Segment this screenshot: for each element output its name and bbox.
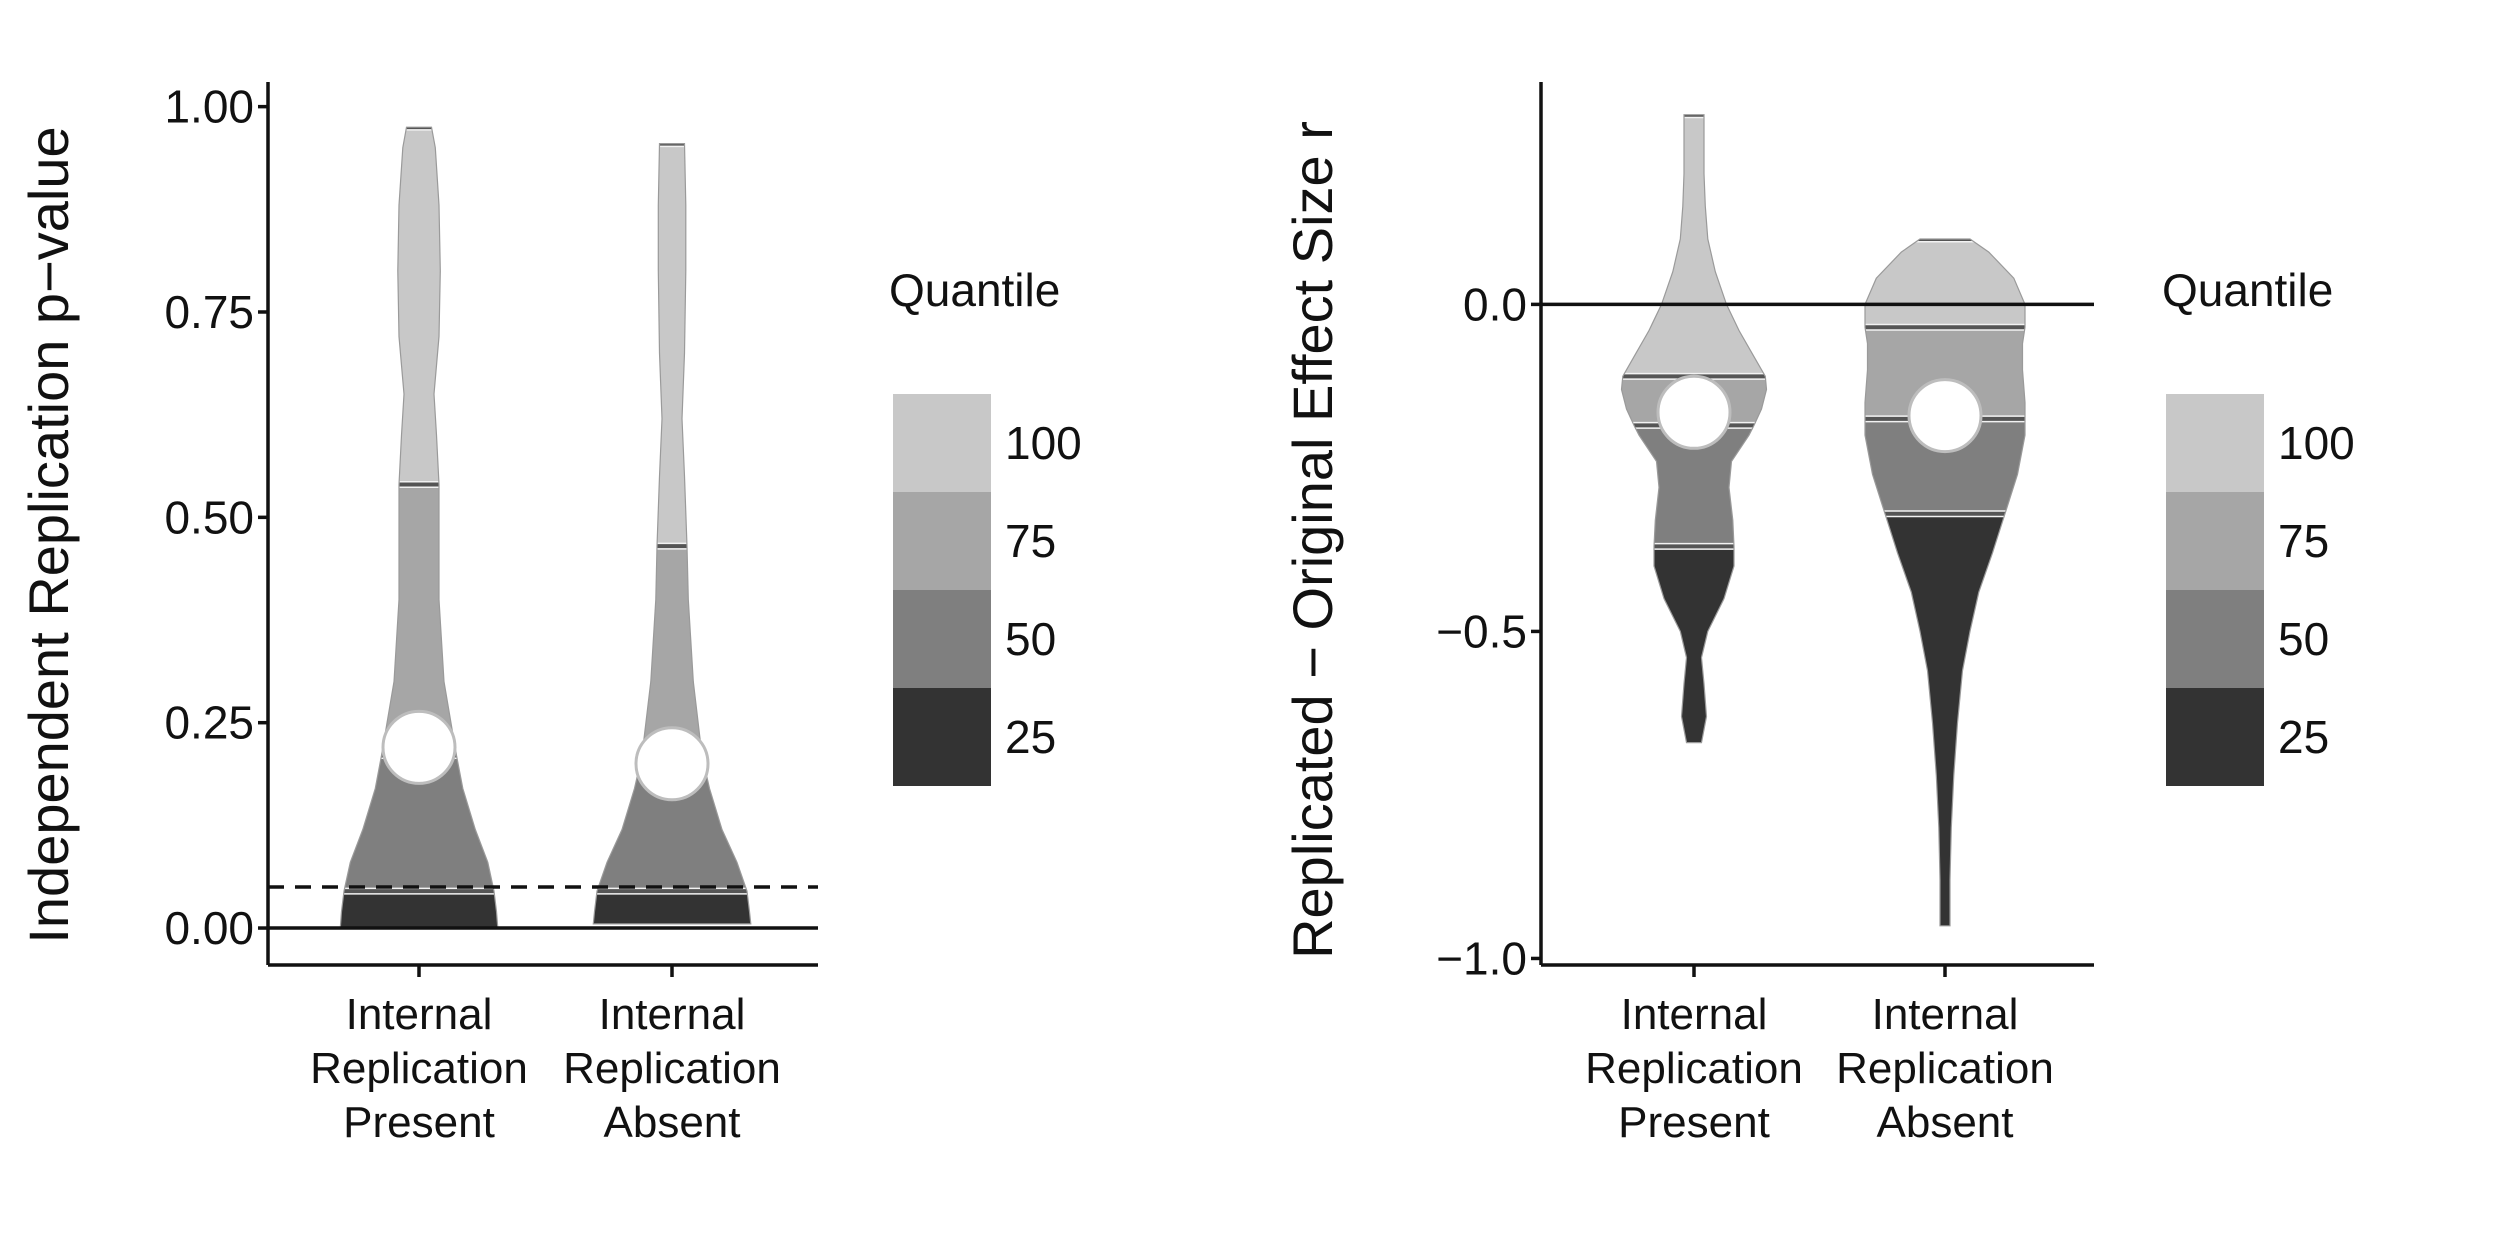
legend-label: 100 — [1005, 417, 1082, 469]
x-category-label: Internal Replication Absent — [563, 990, 781, 1147]
y-tick-label: 0.00 — [164, 902, 254, 954]
violin-outline — [592, 143, 752, 925]
quantile-25-band — [593, 891, 751, 924]
legend-swatch — [2166, 394, 2264, 492]
y-axis-title: Independent Replication p−value — [17, 126, 80, 943]
mean-marker — [1907, 378, 1983, 454]
legend-title: Quantile — [889, 264, 1060, 316]
y-tick-label: 0.25 — [164, 697, 254, 749]
mean-marker — [381, 709, 457, 785]
quantile-100-band — [340, 127, 498, 485]
quantile-legend: Quantile 100 75 50 25 — [2162, 264, 2355, 786]
legend-swatch — [893, 394, 991, 492]
legend-swatch — [893, 688, 991, 786]
x-category-label: Internal Replication Absent — [1836, 990, 2054, 1147]
violin-1 — [1865, 239, 2025, 926]
legend-swatch — [893, 492, 991, 590]
mean-marker — [634, 726, 710, 802]
violin-0 — [340, 127, 498, 928]
quantile-25-band — [1621, 546, 1767, 743]
quantile-100-band — [1621, 114, 1767, 377]
quantile-legend: Quantile 100 75 50 25 — [889, 264, 1082, 786]
legend-label: 75 — [2278, 515, 2329, 567]
y-tick-label: −0.5 — [1436, 605, 1527, 657]
y-tick-label: 0.50 — [164, 491, 254, 543]
y-tick-label: 0.75 — [164, 286, 254, 338]
legend-label: 50 — [2278, 613, 2329, 665]
quantile-25-band — [340, 891, 498, 928]
pvalue-violin-panel: Independent Replication p−value 0.00 0.25… — [17, 81, 1082, 1147]
axes — [1539, 82, 2094, 967]
y-axis-title: Replicated − Original Effect Size r — [1281, 121, 1344, 959]
x-category-label: Internal Replication Present — [310, 990, 528, 1147]
violin-group — [1620, 114, 2026, 927]
violin-outline — [1864, 238, 2026, 927]
legend-label: 100 — [2278, 417, 2355, 469]
legend-swatch — [2166, 688, 2264, 786]
legend-label: 75 — [1005, 515, 1056, 567]
violin-1 — [593, 143, 751, 924]
violin-group — [339, 126, 752, 929]
y-axis-ticks: −1.0 −0.5 0.0 — [1436, 278, 1541, 984]
violin-outline — [1620, 114, 1768, 744]
legend-swatch — [2166, 492, 2264, 590]
y-tick-label: −1.0 — [1436, 932, 1527, 984]
legend-title: Quantile — [2162, 264, 2333, 316]
axes — [266, 82, 818, 967]
y-tick-label: 0.0 — [1463, 278, 1527, 330]
violin-outline — [339, 126, 499, 929]
legend-label: 25 — [2278, 711, 2329, 763]
legend-swatch — [893, 590, 991, 688]
y-tick-label: 1.00 — [164, 81, 254, 133]
legend-label: 50 — [1005, 613, 1056, 665]
mean-marker — [1656, 374, 1732, 450]
quantile-25-band — [1865, 513, 2025, 926]
effect-size-violin-panel: Replicated − Original Effect Size r −1.0… — [1281, 82, 2355, 1147]
quantile-100-band — [1865, 239, 2025, 328]
y-axis-ticks: 0.00 0.25 0.50 0.75 1.00 — [164, 81, 268, 954]
quantile-100-band — [593, 143, 751, 547]
legend-label: 25 — [1005, 711, 1056, 763]
legend-swatch — [2166, 590, 2264, 688]
x-category-label: Internal Replication Present — [1585, 990, 1803, 1147]
